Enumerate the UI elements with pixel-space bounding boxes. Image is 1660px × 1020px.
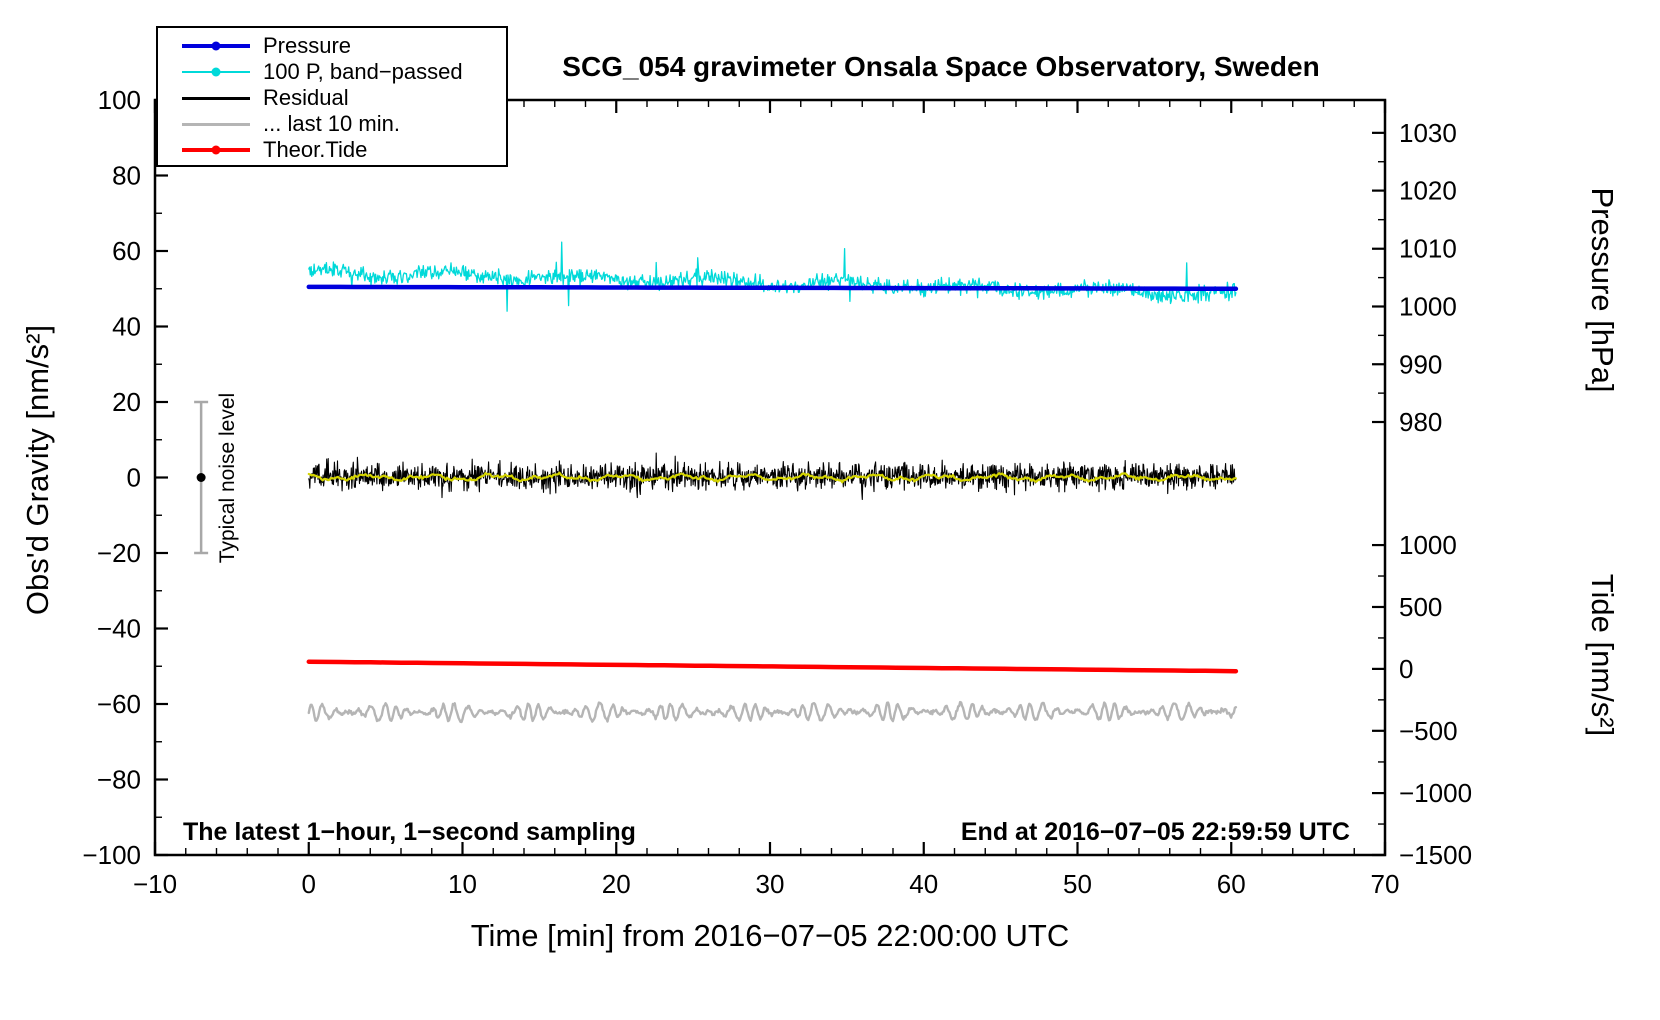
svg-text:1000: 1000 bbox=[1399, 291, 1457, 321]
legend-line-sample-icon bbox=[182, 96, 250, 100]
legend-label: ... last 10 min. bbox=[263, 111, 400, 136]
svg-text:60: 60 bbox=[1217, 869, 1246, 899]
legend-label: Pressure bbox=[263, 33, 352, 58]
svg-text:30: 30 bbox=[756, 869, 785, 899]
legend-label: Residual bbox=[263, 85, 349, 110]
legend-label: 100 P, band−passed bbox=[263, 59, 463, 84]
legend-dot-icon bbox=[211, 145, 221, 155]
svg-text:70: 70 bbox=[1371, 869, 1400, 899]
sampling-note: The latest 1−hour, 1−second sampling bbox=[183, 818, 636, 846]
svg-text:1020: 1020 bbox=[1399, 176, 1457, 206]
svg-text:−60: −60 bbox=[97, 689, 141, 719]
svg-text:−500: −500 bbox=[1399, 716, 1458, 746]
x-axis-label: Time [min] from 2016−07−05 22:00:00 UTC bbox=[470, 918, 1070, 953]
svg-text:40: 40 bbox=[909, 869, 938, 899]
svg-text:100: 100 bbox=[98, 85, 141, 115]
svg-text:−1500: −1500 bbox=[1399, 840, 1472, 870]
svg-text:50: 50 bbox=[1063, 869, 1092, 899]
svg-text:990: 990 bbox=[1399, 349, 1442, 379]
legend-item-theortide: Theor.Tide bbox=[158, 137, 506, 163]
noise-level-label: Typical noise level bbox=[216, 392, 239, 564]
svg-text:80: 80 bbox=[112, 161, 141, 191]
legend-item-residual: Residual bbox=[158, 85, 506, 111]
chart-title: SCG_054 gravimeter Onsala Space Observat… bbox=[562, 51, 1320, 82]
end-time-note: End at 2016−07−05 22:59:59 UTC bbox=[960, 818, 1350, 846]
svg-text:0: 0 bbox=[302, 869, 316, 899]
svg-text:−20: −20 bbox=[97, 538, 141, 568]
legend-dot-icon bbox=[211, 67, 221, 77]
svg-text:980: 980 bbox=[1399, 407, 1442, 437]
legend-line-sample-icon bbox=[182, 145, 250, 155]
svg-text:60: 60 bbox=[112, 236, 141, 266]
svg-text:−80: −80 bbox=[97, 765, 141, 795]
y-axis-label-tide: Tide [nm/s²] bbox=[1585, 573, 1620, 737]
svg-text:40: 40 bbox=[112, 312, 141, 342]
svg-text:20: 20 bbox=[112, 387, 141, 417]
legend-item-last10min: ... last 10 min. bbox=[158, 111, 506, 137]
legend-label: Theor.Tide bbox=[263, 137, 368, 162]
svg-text:−100: −100 bbox=[82, 840, 141, 870]
legend-line-sample-icon bbox=[182, 41, 250, 51]
noise-errorbar bbox=[194, 400, 209, 555]
legend-line-sample-icon bbox=[182, 122, 250, 126]
svg-text:0: 0 bbox=[127, 463, 141, 493]
legend: Pressure 100 P, band−passed Residual ...… bbox=[156, 26, 508, 167]
svg-text:−1000: −1000 bbox=[1399, 778, 1472, 808]
svg-text:1010: 1010 bbox=[1399, 234, 1457, 264]
legend-item-bandpassed: 100 P, band−passed bbox=[158, 59, 506, 85]
svg-text:10: 10 bbox=[448, 869, 477, 899]
svg-text:500: 500 bbox=[1399, 592, 1442, 622]
svg-text:1030: 1030 bbox=[1399, 118, 1457, 148]
svg-text:−10: −10 bbox=[133, 869, 177, 899]
legend-dot-icon bbox=[211, 41, 221, 51]
y-axis-label-pressure: Pressure [hPa] bbox=[1585, 187, 1620, 393]
legend-item-pressure: Pressure bbox=[158, 33, 506, 59]
svg-text:1000: 1000 bbox=[1399, 530, 1457, 560]
svg-text:20: 20 bbox=[602, 869, 631, 899]
svg-text:0: 0 bbox=[1399, 654, 1413, 684]
y-axis-label-gravity: Obs'd Gravity [nm/s²] bbox=[20, 324, 55, 616]
svg-text:−40: −40 bbox=[97, 614, 141, 644]
legend-line-sample-icon bbox=[182, 67, 250, 77]
